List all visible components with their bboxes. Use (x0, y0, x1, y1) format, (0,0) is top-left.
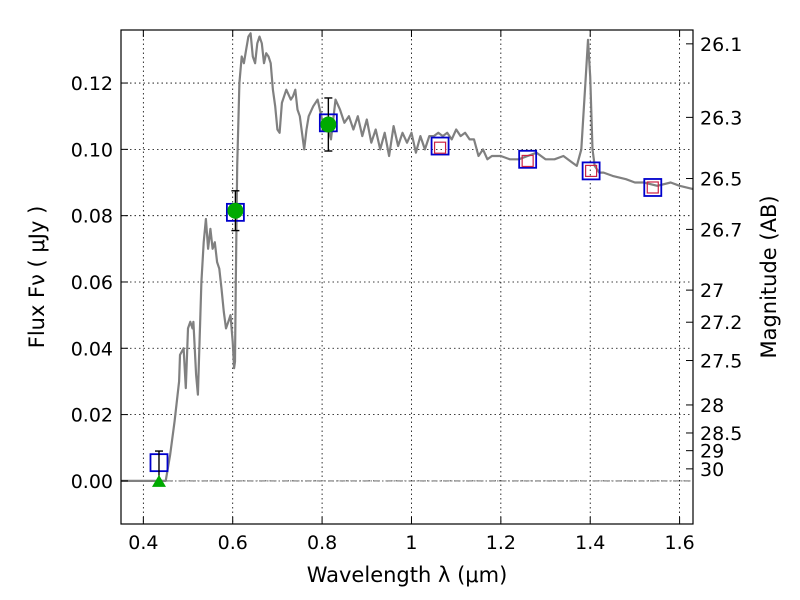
y-tick-label: 0.12 (71, 73, 113, 95)
mag-tick-label: 29 (700, 441, 724, 463)
photometry-points (149, 97, 663, 487)
mag-tick-label: 28.5 (700, 423, 742, 445)
mag-tick-label: 27.2 (700, 312, 742, 334)
model-photometry-square (518, 149, 538, 169)
grid-lines (121, 30, 693, 524)
y-tick-label: 0.04 (71, 338, 113, 360)
mag-tick-label: 26.3 (700, 107, 742, 129)
model-sed-line (121, 32, 694, 482)
model-photometry-square (430, 136, 450, 156)
y2-axis-label: Magnitude (AB) (757, 195, 781, 358)
model-sed-curve (121, 32, 694, 482)
x-tick-label: 1.2 (486, 532, 516, 554)
plot-frame (120, 29, 694, 525)
x-tick-label: 1.6 (664, 532, 694, 554)
x-axis-label: Wavelength λ (μm) (307, 563, 508, 587)
axis-ticks (121, 30, 693, 524)
upper-limit-triangle (151, 474, 166, 487)
y-tick-label: 0.10 (71, 139, 113, 161)
mag-tick-label: 27 (700, 280, 724, 302)
synthetic-photometry-square (646, 181, 659, 194)
synthetic-photometry-square (585, 164, 598, 178)
y-tick-label: 0.06 (71, 272, 113, 294)
x-tick-label: 0.8 (307, 532, 337, 554)
mag-tick-label: 30 (700, 459, 724, 481)
mag-tick-label: 26.7 (700, 219, 742, 241)
mag-tick-label: 28 (700, 395, 724, 417)
detection-point (227, 202, 244, 219)
mag-tick-label: 26.5 (700, 169, 742, 191)
detection-point (320, 116, 337, 133)
model-photometry-square (581, 161, 601, 181)
y-axis-label: Flux Fν ( μJy ) (25, 206, 49, 349)
x-tick-label: 1 (405, 532, 417, 554)
synthetic-photometry-square (433, 141, 447, 154)
x-tick-label: 0.4 (128, 532, 158, 554)
mag-tick-label: 26.1 (700, 34, 742, 56)
synthetic-photometry-square (521, 154, 534, 168)
tick-labels: 0.4 0.6 0.8 1 1.2 1.4 1.6 0.00 0.02 0.04 0.06 0.08 0… (71, 34, 743, 554)
x-tick-label: 0.6 (218, 532, 248, 554)
model-photometry-square (643, 178, 663, 197)
y-tick-label: 0.08 (71, 206, 113, 228)
mag-tick-label: 27.5 (700, 351, 742, 373)
x-tick-label: 1.4 (575, 532, 605, 554)
y-tick-label: 0.02 (71, 405, 113, 427)
y-tick-label: 0.00 (71, 471, 113, 493)
